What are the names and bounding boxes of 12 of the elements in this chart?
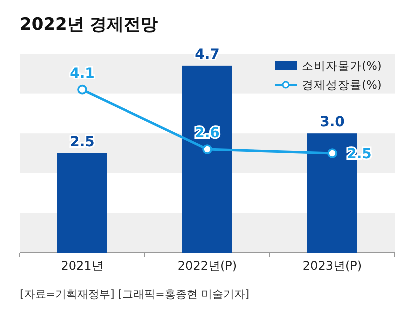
chart-title: 2022년 경제전망 bbox=[20, 15, 158, 35]
x-tick-label: 2023년(P) bbox=[302, 259, 362, 273]
data-label: 4.1 bbox=[70, 66, 95, 82]
x-tick-label: 2022년(P) bbox=[178, 259, 238, 273]
data-label: 2.5 bbox=[70, 134, 95, 150]
data-label: 4.7 bbox=[195, 46, 220, 63]
x-tick-label: 2021년 bbox=[61, 259, 104, 273]
data-label: 3.0 bbox=[320, 114, 346, 131]
text: [자료=기획재정부] [그래픽=홍종현 미술기자] bbox=[20, 288, 250, 301]
legend-label: 소비자물가(%) bbox=[302, 59, 382, 73]
legend-label: 경제성장률(%) bbox=[302, 78, 382, 92]
data-label: 2.6 bbox=[195, 126, 220, 142]
